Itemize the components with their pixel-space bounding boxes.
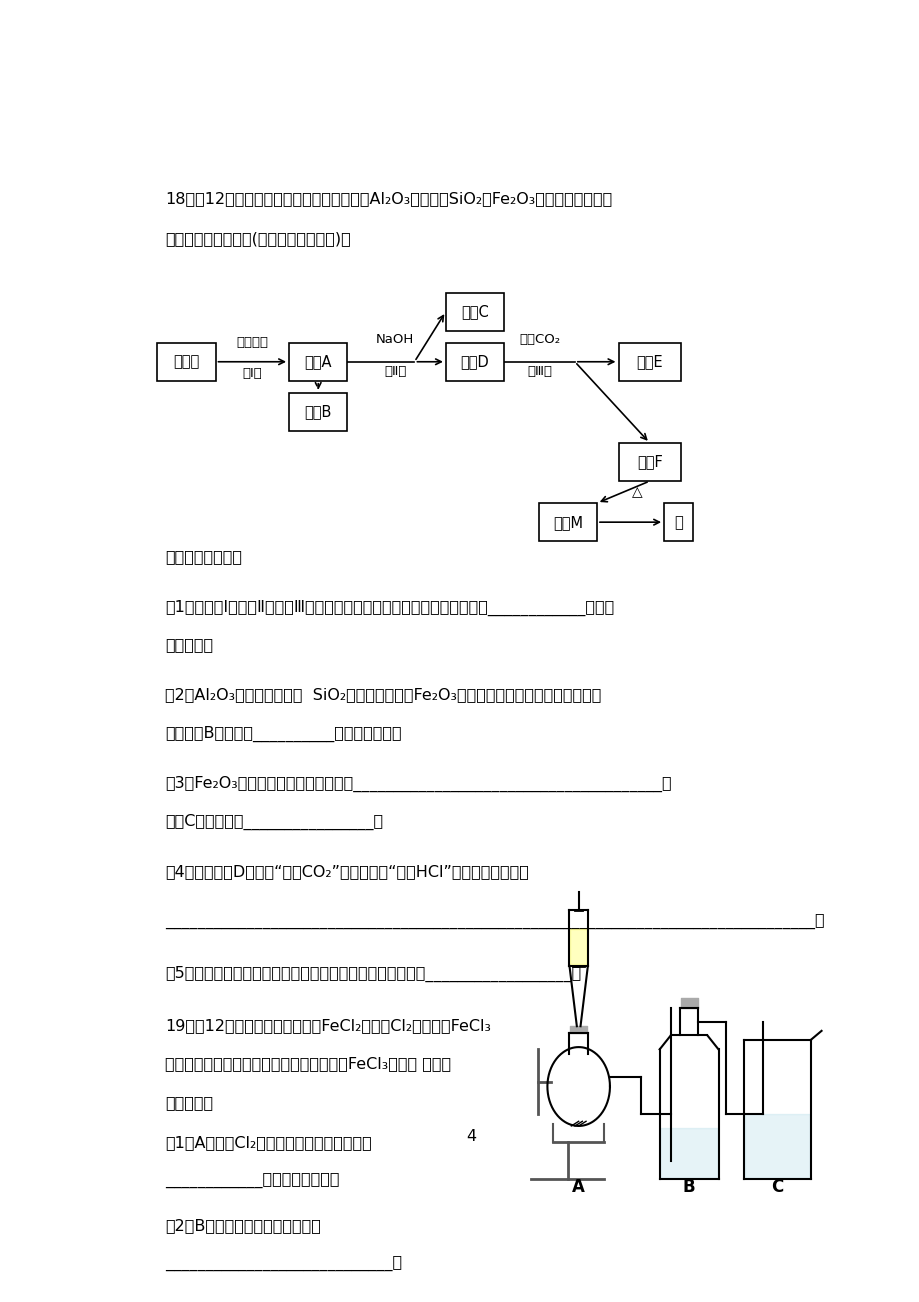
Text: 铝土矿: 铝土矿 [173, 354, 199, 370]
Text: 下列问题：: 下列问题： [165, 1095, 213, 1109]
Text: （Ⅱ）: （Ⅱ） [383, 365, 406, 378]
FancyBboxPatch shape [618, 342, 680, 380]
Text: （5）请写出上述流程中涉及的氧化还原反应的化学方程式：__________________。: （5）请写出上述流程中涉及的氧化还原反应的化学方程式：_____________… [165, 966, 581, 983]
Text: （4）如果溶液D中通入“过量CO₂”，改成通入“过量HCl”可以吗？为什么？: （4）如果溶液D中通入“过量CO₂”，改成通入“过量HCl”可以吗？为什么？ [165, 865, 528, 879]
FancyBboxPatch shape [618, 443, 680, 480]
Text: 溶液。他们按右图装置进行实验，即可制得FeCl₃溶液。 请回答: 溶液。他们按右图装置进行实验，即可制得FeCl₃溶液。 请回答 [165, 1056, 450, 1072]
Text: ____________________________。: ____________________________。 [165, 1256, 402, 1271]
FancyBboxPatch shape [289, 342, 347, 380]
Text: ________________________________________________________________________________: ________________________________________… [165, 914, 823, 930]
Text: 沉淥C的化学式是________________。: 沉淥C的化学式是________________。 [165, 814, 382, 831]
FancyBboxPatch shape [446, 342, 504, 380]
Text: 18．（12分）工业上从铝土矿（主要成分是Al₂O₃，还含有SiO₂、Fe₂O₃等杂质）中提取铝: 18．（12分）工业上从铝土矿（主要成分是Al₂O₃，还含有SiO₂、Fe₂O₃… [165, 191, 611, 206]
Text: （Ⅰ）: （Ⅰ） [242, 367, 262, 380]
Text: 沉淥C: 沉淥C [460, 305, 488, 319]
Text: ____________（填试剂名称）。: ____________（填试剂名称）。 [165, 1173, 339, 1187]
Text: 沉淥F: 沉淥F [636, 454, 662, 470]
FancyBboxPatch shape [289, 393, 347, 431]
Text: 作名称）。: 作名称）。 [165, 638, 213, 652]
Text: 19．（12分某化学兴趣小组利用FeCl₂溶液与Cl₂反应制取FeCl₃: 19．（12分某化学兴趣小组利用FeCl₂溶液与Cl₂反应制取FeCl₃ [165, 1018, 491, 1034]
Text: （1）图中（Ⅰ）、（Ⅱ）、（Ⅲ）步骤中涉及分离溶液与沉淥的实验方法是____________（填操: （1）图中（Ⅰ）、（Ⅱ）、（Ⅲ）步骤中涉及分离溶液与沉淥的实验方法是______… [165, 599, 614, 616]
FancyBboxPatch shape [538, 503, 596, 542]
Text: （2）B中发生反应的化学方程式是: （2）B中发生反应的化学方程式是 [165, 1217, 321, 1233]
Text: （3）Fe₂O₃和盐酸反应的化学方程式是______________________________________，: （3）Fe₂O₃和盐酸反应的化学方程式是____________________… [165, 776, 671, 792]
FancyBboxPatch shape [157, 342, 215, 380]
Text: 判断固体B的成分是__________（填化学式）。: 判断固体B的成分是__________（填化学式）。 [165, 725, 401, 742]
Text: △: △ [631, 486, 641, 499]
FancyBboxPatch shape [664, 503, 692, 542]
Text: NaOH: NaOH [376, 333, 414, 346]
Text: 4: 4 [466, 1129, 476, 1144]
Text: （1）A是制取Cl₂的装置，分液漏斗中装的是: （1）A是制取Cl₂的装置，分液漏斗中装的是 [165, 1135, 371, 1150]
Text: （Ⅲ）: （Ⅲ） [527, 365, 551, 378]
Text: 溶液E: 溶液E [636, 354, 663, 370]
Text: 固体B: 固体B [304, 405, 332, 419]
Text: 溶液A: 溶液A [304, 354, 332, 370]
Text: B: B [682, 1177, 695, 1195]
FancyBboxPatch shape [446, 293, 504, 331]
Text: 可采用如下工艺流程(反应条件已经省略)：: 可采用如下工艺流程(反应条件已经省略)： [165, 232, 350, 246]
Text: 铝: 铝 [673, 514, 682, 530]
Text: 溶液D: 溶液D [460, 354, 489, 370]
Text: C: C [770, 1177, 783, 1195]
Text: 请回答下列问题：: 请回答下列问题： [165, 549, 242, 564]
Text: 过量盐酸: 过量盐酸 [236, 336, 268, 349]
Text: 物质M: 物质M [552, 514, 582, 530]
Text: 过量CO₂: 过量CO₂ [518, 333, 560, 346]
Text: （2）Al₂O₃是两性氧化物，  SiO₂是酸性氧化物，Fe₂O₃是碱性氧化物，根据它们的性质，: （2）Al₂O₃是两性氧化物， SiO₂是酸性氧化物，Fe₂O₃是碱性氧化物，根… [165, 687, 601, 703]
Text: A: A [572, 1177, 584, 1195]
